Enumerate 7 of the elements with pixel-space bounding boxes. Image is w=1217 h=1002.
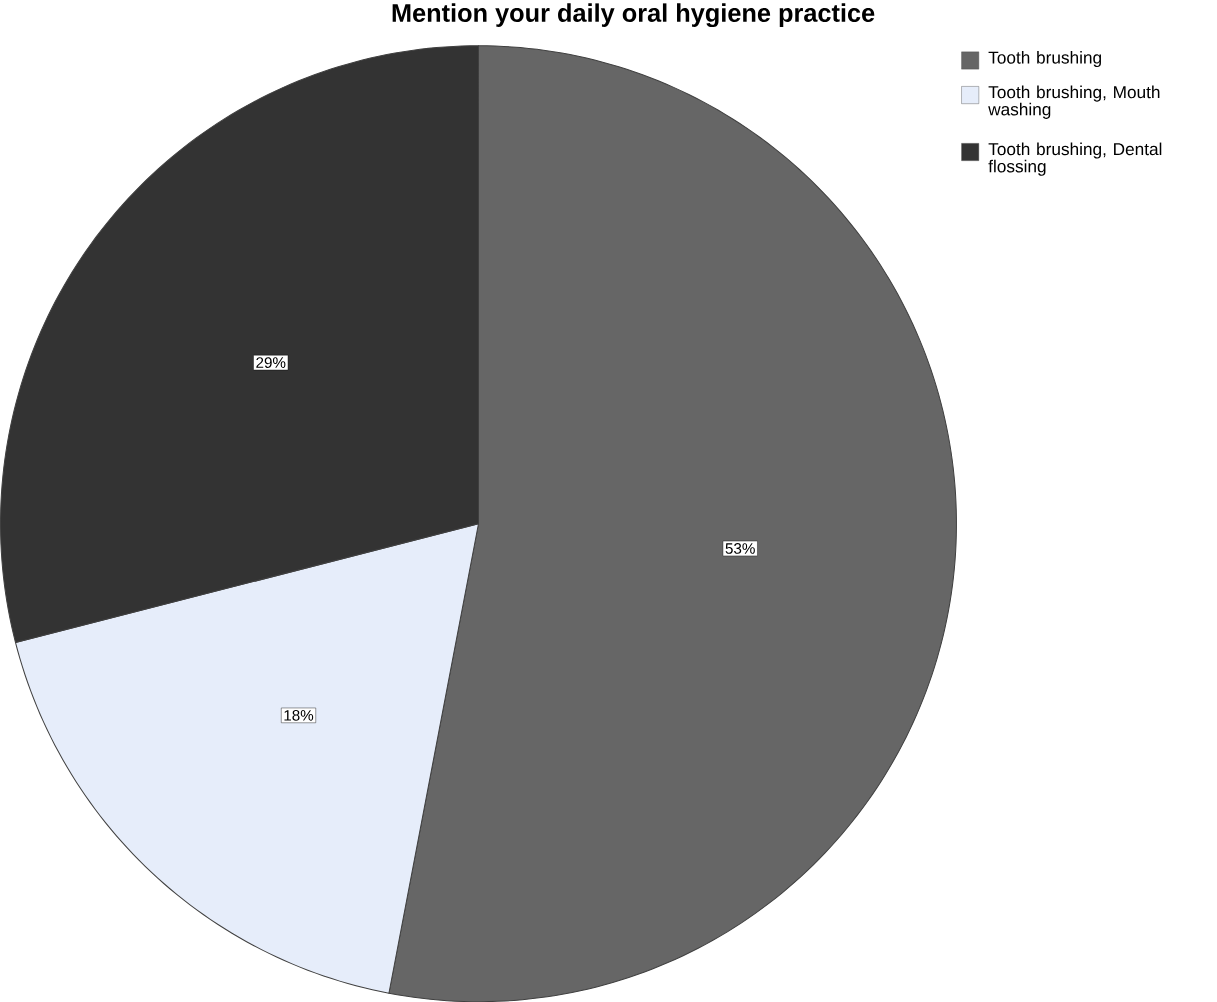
legend-label: Tooth brushing xyxy=(988,50,1101,67)
data-label: 29% xyxy=(256,357,286,368)
data-label: 18% xyxy=(284,709,314,721)
legend-label: Tooth brushing, Dental flossing xyxy=(988,142,1162,176)
legend-label: Tooth brushing, Mouth washing xyxy=(988,85,1160,119)
data-label: 53% xyxy=(725,542,755,554)
chart-title: Mention your daily oral hygiene practice xyxy=(392,3,875,27)
